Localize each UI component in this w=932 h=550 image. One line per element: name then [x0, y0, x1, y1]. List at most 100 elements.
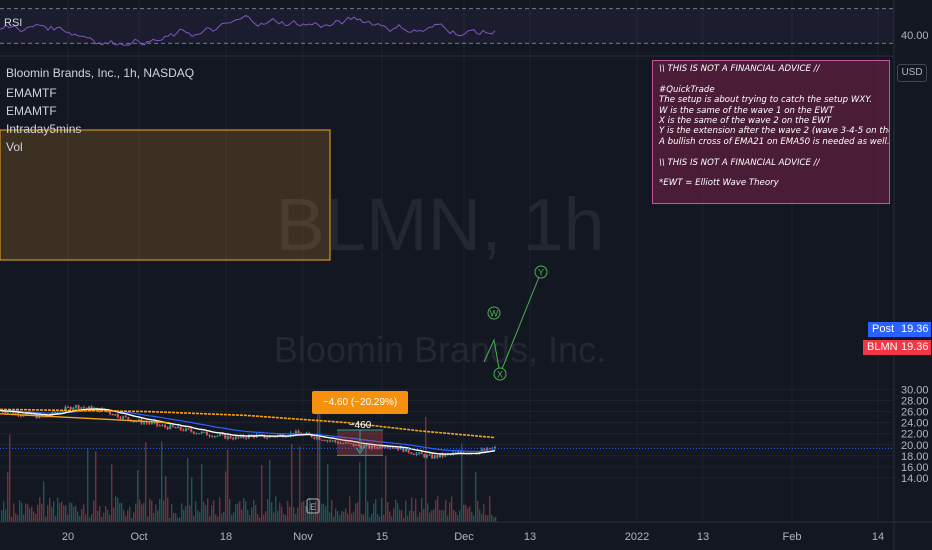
- volume-bar: [197, 510, 199, 522]
- candle-body: [279, 434, 282, 436]
- volume-bar: [477, 500, 479, 522]
- earnings-marker: [306, 498, 320, 514]
- candle-body: [242, 435, 245, 438]
- candle-body: [64, 406, 67, 411]
- volume-bar: [141, 504, 143, 522]
- volume-bar: [187, 457, 189, 522]
- note-line: #QuickTrade: [659, 84, 715, 95]
- candle-body: [378, 445, 381, 449]
- volume-bar: [329, 512, 331, 522]
- symbol-tag-value: 19.36: [897, 340, 931, 355]
- volume-bar: [165, 476, 167, 522]
- candle-body: [431, 454, 434, 459]
- candle-body: [116, 414, 119, 418]
- candle-body: [313, 437, 316, 439]
- candle-body: [360, 445, 363, 449]
- note-line: [659, 168, 883, 178]
- candle-body: [190, 429, 193, 432]
- volume-bar: [307, 507, 309, 522]
- volume-bar: [121, 503, 123, 522]
- wave-path: [483, 271, 542, 376]
- volume-bar: [83, 504, 85, 522]
- volume-bar: [45, 516, 47, 522]
- candle-body: [245, 437, 248, 439]
- note-line: [659, 147, 883, 157]
- volume-bar: [359, 462, 361, 522]
- candle-body: [80, 407, 83, 409]
- volume-bar: [397, 503, 399, 522]
- candle-body: [370, 445, 373, 449]
- volume-bar: [203, 501, 205, 522]
- volume-bar: [371, 513, 373, 522]
- indicator-volume[interactable]: Vol: [6, 140, 23, 154]
- symbol-title[interactable]: Bloomin Brands, Inc., 1h, NASDAQ: [6, 66, 195, 80]
- candle-body: [85, 407, 88, 409]
- text-note[interactable]: \\ THIS IS NOT A FINANCIAL ADVICE // #Qu…: [652, 60, 890, 204]
- volume-bar: [435, 500, 437, 522]
- candle-body: [182, 429, 185, 431]
- volume-bar: [347, 513, 349, 522]
- candle-body: [439, 453, 441, 458]
- candle-body: [436, 455, 439, 458]
- candle-body: [203, 431, 206, 433]
- x-tick-label: Nov: [293, 531, 313, 543]
- candle-body: [478, 451, 481, 454]
- volume-bar: [139, 499, 141, 522]
- x-tick-label: 13: [697, 531, 709, 543]
- volume-bar: [363, 514, 365, 522]
- candle-body: [109, 411, 111, 414]
- candle-body: [56, 411, 59, 413]
- currency-button[interactable]: USD: [897, 64, 927, 82]
- measure-arrowhead: [355, 447, 365, 455]
- volume-bar: [433, 509, 435, 522]
- volume-bar: [431, 510, 433, 522]
- volume-bar: [299, 446, 301, 522]
- volume-bar: [57, 497, 59, 522]
- volume-bar: [285, 515, 287, 522]
- indicator-ema-1[interactable]: EMAMTF: [6, 86, 57, 100]
- candle-body: [297, 431, 300, 434]
- volume-bar: [173, 512, 175, 522]
- volume-bar: [427, 503, 429, 522]
- indicator-ema-2[interactable]: EMAMTF: [6, 104, 57, 118]
- rectangle-drawing[interactable]: [0, 129, 331, 261]
- elliott-wave-labels[interactable]: W X Y: [483, 265, 548, 381]
- candle-body: [145, 422, 148, 424]
- candle-body: [368, 444, 371, 449]
- candle-body: [391, 447, 394, 449]
- volume-bar: [377, 514, 379, 522]
- volume-bar: [117, 497, 119, 522]
- candle-body: [428, 454, 431, 456]
- volume-bar: [279, 502, 281, 522]
- candle-body: [77, 405, 80, 409]
- volume-bar: [157, 510, 159, 522]
- candle-body: [35, 414, 38, 419]
- volume-bar: [335, 508, 337, 522]
- candle-body: [22, 415, 25, 417]
- volume-bar: [131, 517, 133, 522]
- volume-bar: [381, 497, 383, 522]
- candle-body: [399, 446, 402, 450]
- candle-body: [355, 444, 358, 446]
- candle-body: [179, 426, 182, 430]
- volume-bar: [97, 511, 99, 522]
- volume-bar: [223, 511, 225, 522]
- volume-bar: [103, 512, 105, 522]
- volume-bar: [413, 511, 415, 522]
- measure-drawing[interactable]: [337, 429, 383, 456]
- volume-bar: [51, 506, 53, 522]
- candle-body: [268, 436, 271, 438]
- volume-bar: [225, 471, 227, 522]
- volume-bar: [87, 448, 89, 522]
- volume-bar: [5, 509, 7, 522]
- volume-bar: [319, 412, 321, 522]
- volume-bar: [263, 514, 265, 522]
- volume-bar: [473, 515, 475, 522]
- candle-body: [187, 428, 190, 430]
- volume-bar: [321, 503, 323, 522]
- volume-bar: [389, 511, 391, 522]
- volume-bar: [219, 497, 221, 522]
- indicator-intraday[interactable]: Intraday5mins: [6, 122, 82, 136]
